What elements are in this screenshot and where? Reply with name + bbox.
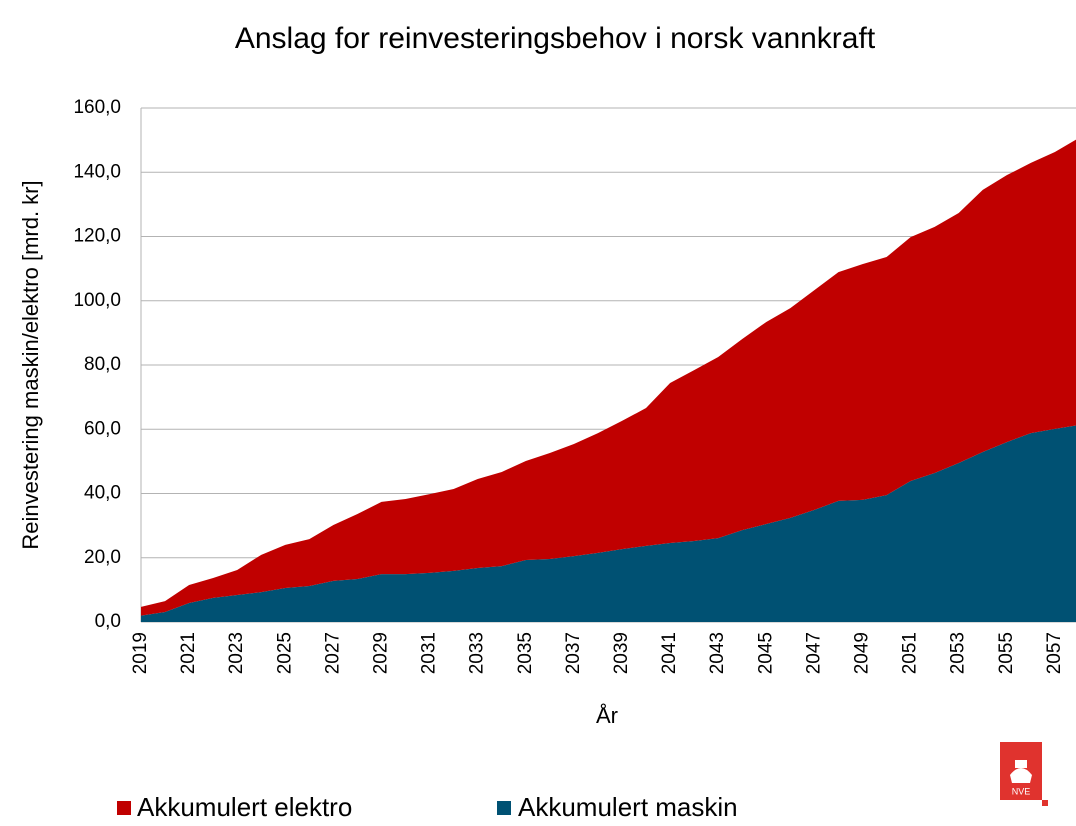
x-tick-label: 2023 — [226, 632, 247, 674]
y-tick-label: 20,0 — [84, 547, 121, 568]
y-tick-label: 140,0 — [73, 161, 121, 182]
y-tick-label: 0,0 — [95, 611, 121, 632]
x-tick-label: 2057 — [1044, 632, 1065, 674]
y-tick-label: 40,0 — [84, 483, 121, 504]
logo: NVE — [1000, 742, 1048, 806]
y-axis-label: Reinvestering maskin/elektro [mrd. kr] — [18, 180, 43, 549]
legend-label: Akkumulert maskin — [518, 792, 738, 822]
logo-emblem — [1010, 760, 1032, 783]
area — [141, 425, 1076, 622]
legend-swatch — [497, 801, 511, 815]
x-tick-label: 2043 — [707, 632, 728, 674]
area — [141, 139, 1076, 616]
chart-title: Anslag for reinvesteringsbehov i norsk v… — [235, 22, 876, 55]
x-tick-label: 2055 — [996, 632, 1017, 674]
x-tick-label: 2053 — [948, 632, 969, 674]
y-tick-label: 80,0 — [84, 354, 121, 375]
x-tick-label: 2051 — [900, 632, 921, 674]
y-tick-label: 120,0 — [73, 226, 121, 247]
x-tick-label: 2021 — [178, 632, 199, 674]
x-tick-label: 2029 — [371, 632, 392, 674]
logo-corner — [1042, 800, 1048, 806]
x-tick-label: 2019 — [130, 632, 151, 674]
x-tick-label: 2045 — [755, 632, 776, 674]
x-tick-label: 2041 — [659, 632, 680, 674]
x-tick-label: 2027 — [322, 632, 343, 674]
x-tick-label: 2037 — [563, 632, 584, 674]
x-tick-label: 2031 — [419, 632, 440, 674]
y-tick-label: 60,0 — [84, 418, 121, 439]
x-axis-label: År — [596, 703, 618, 728]
y-tick-label: 100,0 — [73, 290, 121, 311]
x-tick-label: 2025 — [274, 632, 295, 674]
logo-text: NVE — [1012, 786, 1031, 796]
x-tick-label: 2035 — [515, 632, 536, 674]
y-tick-label: 160,0 — [73, 97, 121, 118]
x-tick-label: 2033 — [467, 632, 488, 674]
legend-swatch — [117, 801, 131, 815]
x-tick-label: 2049 — [852, 632, 873, 674]
x-tick-label: 2047 — [803, 632, 824, 674]
x-tick-label: 2039 — [611, 632, 632, 674]
legend-label: Akkumulert elektro — [137, 792, 352, 822]
